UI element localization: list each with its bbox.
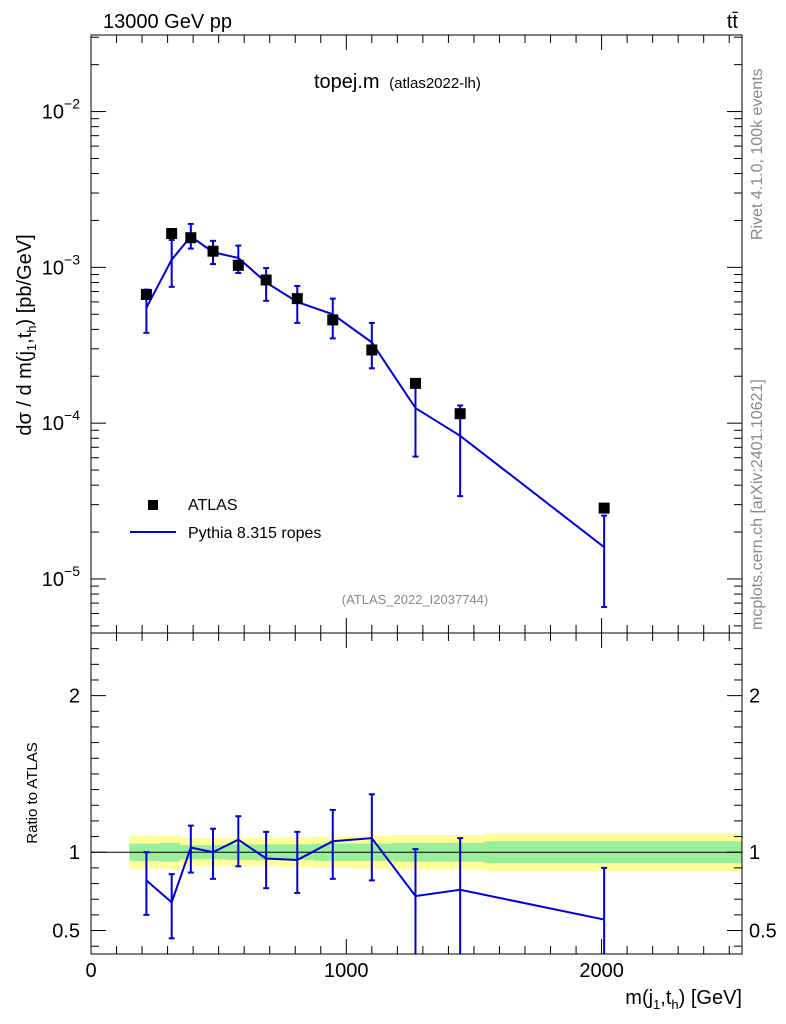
x-tick-label: 2000: [579, 960, 624, 982]
main-y-tick-exp: −4: [64, 407, 80, 423]
atlas-data-point: [140, 288, 152, 300]
atlas-data-point: [260, 274, 272, 286]
legend: ATLAS Pythia 8.315 ropes: [130, 497, 321, 542]
mcplots-label: mcplots.cern.ch [arXiv:2401.10621]: [749, 379, 766, 630]
main-y-tick-base: 10: [42, 569, 64, 591]
main-ylabel: dσ / d m(j1,th) [pb/GeV]: [14, 234, 39, 435]
main-y-tick-base: 10: [42, 257, 64, 279]
legend-atlas-marker: [148, 500, 158, 510]
main-y-tick-label: 10−5: [42, 563, 80, 591]
ratio-y-tick-label-right: 2: [749, 686, 760, 708]
atlas-data-point: [185, 232, 197, 244]
main-data-layer: [140, 222, 610, 609]
legend-atlas-label: ATLAS: [188, 497, 238, 514]
atlas-data-point: [327, 314, 339, 326]
axis-ticks: [90, 35, 742, 954]
xlabel: m(j1,th) [GeV]: [625, 987, 742, 1012]
ratio-y-tick-label: 1: [69, 842, 80, 864]
plot-title: topej.m: [314, 71, 380, 93]
atlas-data-point: [409, 377, 421, 389]
ratio-ylabel: Ratio to ATLAS: [24, 742, 41, 843]
x-tick-label: 0: [85, 960, 96, 982]
atlas-data-point: [291, 293, 303, 305]
analysis-watermark: (ATLAS_2022_I2037744): [342, 592, 488, 607]
ratio-y-tick-label-right: 1: [749, 842, 760, 864]
atlas-data-point: [598, 502, 610, 514]
atlas-data-point: [232, 259, 244, 271]
main-y-tick-exp: −5: [64, 563, 80, 579]
ratio-y-tick-label: 2: [69, 686, 80, 708]
main-y-tick-base: 10: [42, 413, 64, 435]
plot-title-group: topej.m (atlas2022-lh): [314, 71, 481, 93]
ratio-y-tick-label: 0.5: [52, 921, 80, 943]
main-frame: [90, 34, 743, 634]
legend-pythia-label: Pythia 8.315 ropes: [188, 525, 321, 542]
plot-subtitle: (atlas2022-lh): [389, 75, 481, 92]
main-y-tick-label: 10−4: [42, 407, 80, 435]
atlas-data-point: [366, 344, 378, 356]
x-tick-label: 1000: [324, 960, 369, 982]
main-y-tick-label: 10−3: [42, 251, 80, 279]
ratio-data-layer: [143, 793, 608, 954]
ratio-frame: [90, 632, 743, 955]
atlas-data-point: [166, 227, 178, 239]
atlas-data-point: [454, 408, 466, 420]
rivet-label: Rivet 4.1.0, 100k events: [749, 68, 766, 240]
header-right: tt̄: [727, 11, 739, 33]
atlas-data-point: [207, 245, 219, 257]
main-y-tick-label: 10−2: [42, 96, 80, 124]
ratio-y-tick-label-right: 0.5: [749, 921, 777, 943]
header-left: 13000 GeV pp: [103, 11, 232, 33]
main-y-tick-exp: −3: [64, 251, 80, 267]
main-y-tick-base: 10: [42, 102, 64, 124]
ratio-pythia-line: [145, 837, 605, 921]
main-y-tick-exp: −2: [64, 96, 80, 112]
